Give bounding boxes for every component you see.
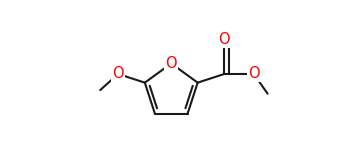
Text: O: O xyxy=(218,32,230,47)
Text: O: O xyxy=(248,66,260,82)
Text: O: O xyxy=(112,66,124,82)
Text: O: O xyxy=(165,56,177,71)
